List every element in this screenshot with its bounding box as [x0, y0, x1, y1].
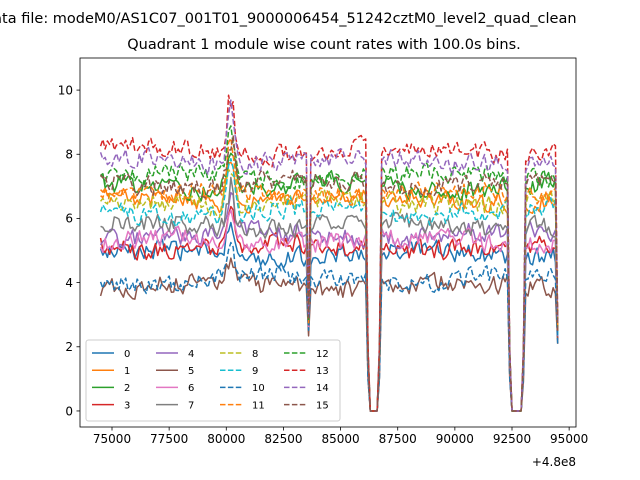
legend-label-9: 9 — [252, 366, 258, 377]
legend-label-3: 3 — [124, 400, 130, 411]
legend-label-1: 1 — [124, 366, 130, 377]
legend-label-14: 14 — [316, 383, 329, 394]
series-line-13 — [99, 94, 559, 412]
series-line-10 — [99, 241, 559, 412]
legend-label-12: 12 — [316, 349, 329, 360]
y-tick-label: 2 — [65, 340, 73, 354]
x-axis: 75000 77500 80000 82500 85000 87500 90000 92500… — [93, 427, 588, 446]
series-line-9 — [99, 157, 559, 412]
x-axis-offset-label: +4.8e8 — [532, 455, 576, 469]
series-line-6 — [99, 209, 559, 412]
y-tick-label: 10 — [58, 83, 73, 97]
series-line-15 — [99, 135, 559, 412]
x-tick-label: 75000 — [93, 432, 131, 446]
legend-label-8: 8 — [252, 349, 258, 360]
legend-label-6: 6 — [188, 383, 194, 394]
x-tick-label: 87500 — [379, 432, 417, 446]
x-tick-label: 80000 — [207, 432, 245, 446]
x-tick-label: 77500 — [150, 432, 188, 446]
legend-label-10: 10 — [252, 383, 265, 394]
y-tick-label: 0 — [65, 404, 73, 418]
x-tick-label: 90000 — [436, 432, 474, 446]
series-line-12 — [100, 125, 559, 412]
axes-frame — [79, 57, 577, 428]
legend-label-7: 7 — [188, 400, 194, 411]
legend-label-2: 2 — [124, 383, 130, 394]
series-line-14 — [99, 99, 559, 412]
legend-label-11: 11 — [252, 400, 265, 411]
figure-suptitle: Data file: modeM0/AS1C07_001T01_90000064… — [0, 11, 577, 27]
series-layer — [99, 94, 559, 412]
legend-label-0: 0 — [124, 349, 130, 360]
series-line-7 — [100, 176, 559, 412]
legend-label-5: 5 — [188, 366, 194, 377]
chart-title: Quadrant 1 module wise count rates with … — [127, 37, 521, 53]
legend-box — [85, 339, 341, 422]
series-line-8 — [99, 168, 559, 412]
x-tick-label: 95000 — [550, 432, 588, 446]
x-tick-label: 92500 — [493, 432, 531, 446]
y-axis: 0 2 4 6 8 10 — [58, 83, 80, 418]
y-tick-label: 6 — [65, 212, 73, 226]
legend-label-15: 15 — [316, 400, 329, 411]
legend-label-13: 13 — [316, 366, 329, 377]
y-tick-label: 4 — [65, 276, 73, 290]
plot-area — [79, 57, 577, 428]
x-tick-label: 85000 — [321, 432, 359, 446]
x-tick-label: 82500 — [264, 432, 302, 446]
y-tick-label: 8 — [65, 148, 73, 162]
legend-label-4: 4 — [188, 349, 194, 360]
series-line-11 — [100, 137, 559, 412]
series-line-5 — [99, 257, 559, 412]
